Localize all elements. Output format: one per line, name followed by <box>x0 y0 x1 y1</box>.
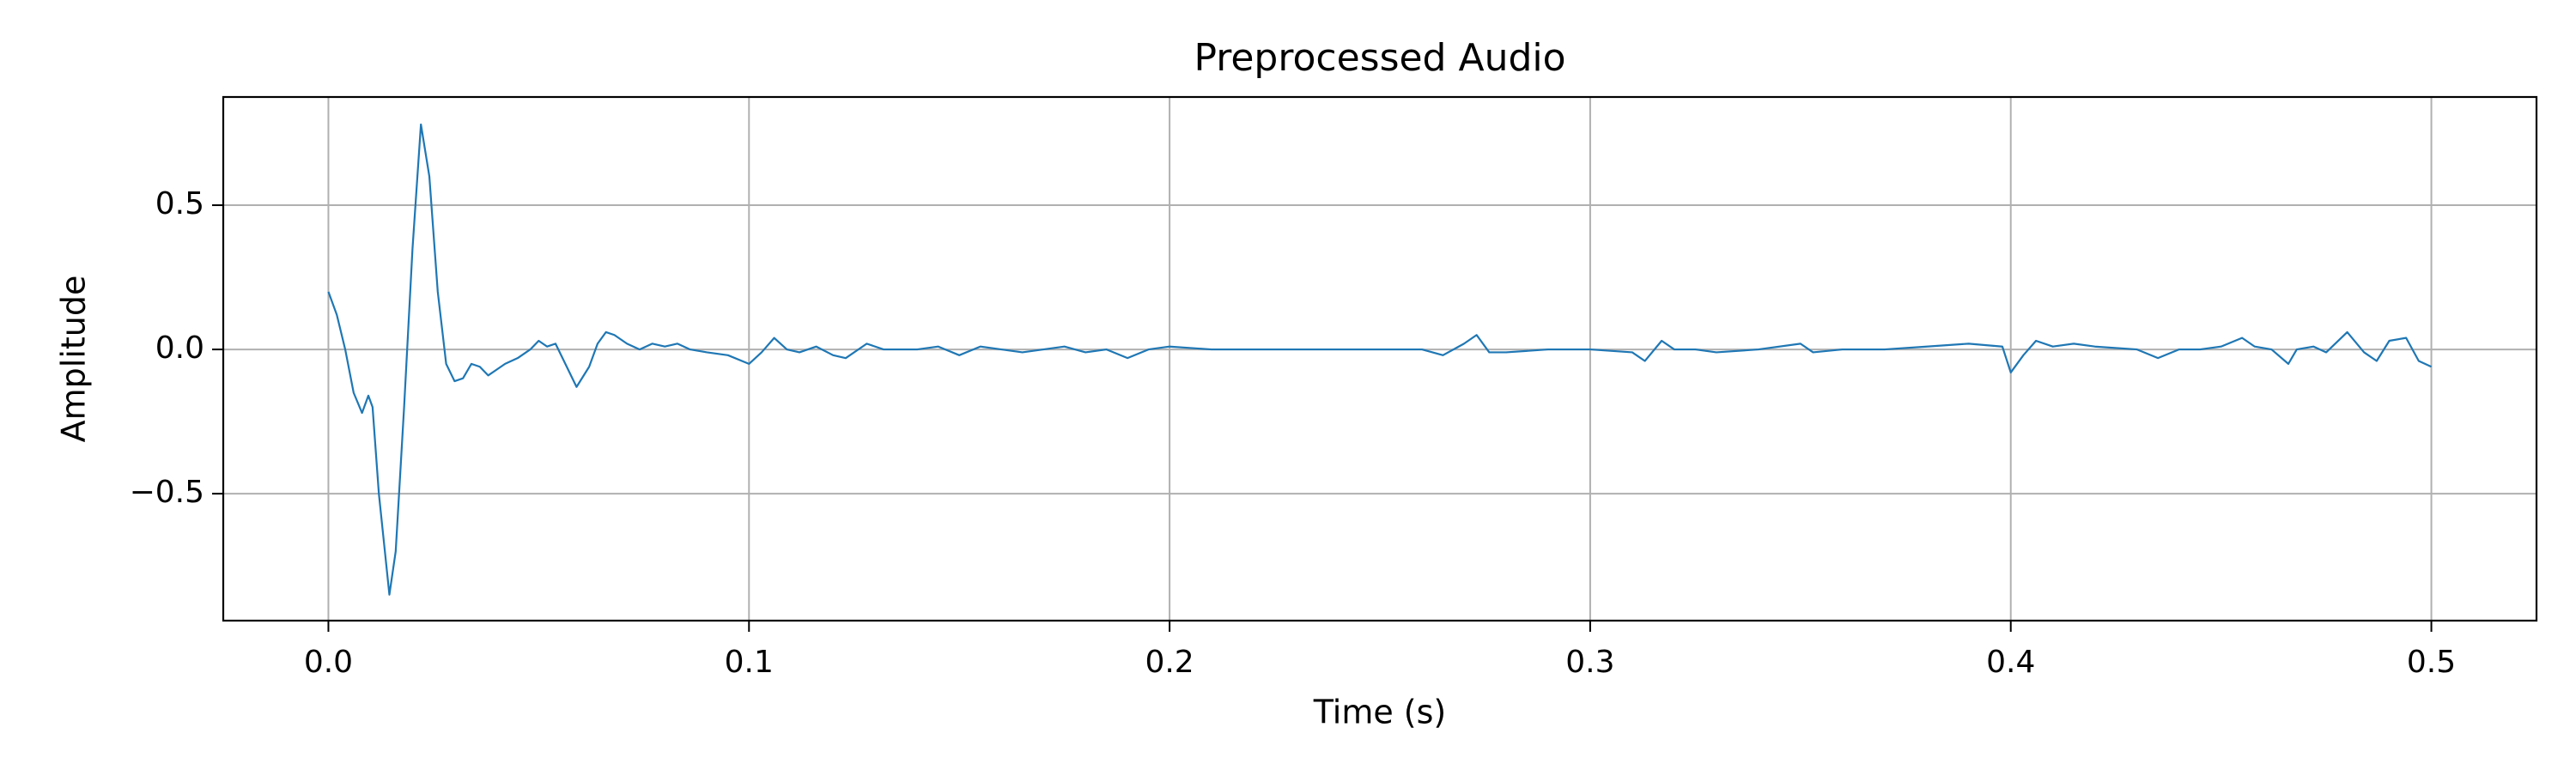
y-tick-label: 0.0 <box>155 330 204 366</box>
waveform-line <box>327 123 2433 596</box>
x-tick-label: 0.4 <box>1986 645 2035 680</box>
plot-frame <box>222 95 2538 622</box>
x-tick-label: 0.0 <box>304 645 353 680</box>
x-tick-label: 0.5 <box>2407 645 2456 680</box>
y-tick-label: 0.5 <box>155 186 204 221</box>
y-tick-label: −0.5 <box>130 475 204 510</box>
y-axis-label: Amplitude <box>55 276 93 443</box>
chart-title: Preprocessed Audio <box>1194 36 1565 80</box>
x-tick-label: 0.2 <box>1145 645 1194 680</box>
x-tick-label: 0.1 <box>725 645 774 680</box>
x-axis-label: Time (s) <box>1313 694 1447 731</box>
x-tick-label: 0.3 <box>1565 645 1614 680</box>
